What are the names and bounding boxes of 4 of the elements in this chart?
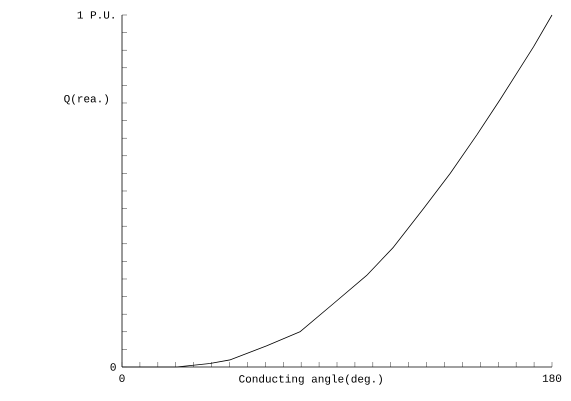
x-tick-label: 180 xyxy=(542,374,562,382)
y-axis-title: Q(rea.) xyxy=(64,94,108,105)
y-tick-label: 1 P.U. xyxy=(78,11,114,19)
x-axis-title: Conducting angle(deg.) xyxy=(239,374,382,385)
